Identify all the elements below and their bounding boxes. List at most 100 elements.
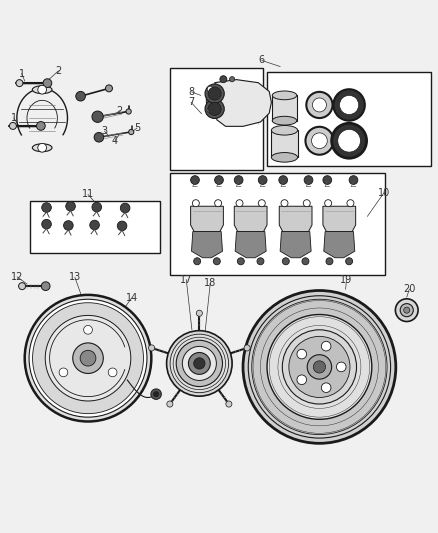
Circle shape bbox=[36, 122, 45, 130]
Text: 17: 17 bbox=[180, 274, 192, 285]
Bar bbox=[170, 173, 385, 275]
Bar bbox=[170, 68, 263, 171]
Text: 5: 5 bbox=[134, 123, 140, 133]
Circle shape bbox=[220, 76, 227, 83]
Circle shape bbox=[279, 176, 288, 184]
Circle shape bbox=[297, 349, 307, 359]
Circle shape bbox=[196, 310, 202, 316]
Circle shape bbox=[76, 92, 85, 101]
Circle shape bbox=[283, 330, 357, 404]
Circle shape bbox=[226, 401, 232, 407]
Circle shape bbox=[313, 361, 325, 373]
Circle shape bbox=[176, 340, 223, 386]
Polygon shape bbox=[191, 206, 223, 231]
Circle shape bbox=[257, 258, 264, 265]
Circle shape bbox=[208, 102, 221, 116]
Text: 2: 2 bbox=[55, 66, 61, 76]
Circle shape bbox=[237, 258, 244, 265]
Circle shape bbox=[205, 84, 224, 103]
Circle shape bbox=[347, 200, 354, 207]
Circle shape bbox=[117, 221, 127, 231]
Polygon shape bbox=[279, 206, 312, 231]
Circle shape bbox=[42, 203, 51, 212]
Circle shape bbox=[106, 85, 113, 92]
Circle shape bbox=[188, 352, 210, 374]
Text: 18: 18 bbox=[204, 278, 216, 288]
Circle shape bbox=[306, 92, 332, 118]
Circle shape bbox=[323, 176, 332, 184]
Polygon shape bbox=[235, 231, 266, 258]
Circle shape bbox=[148, 345, 155, 351]
Circle shape bbox=[129, 130, 134, 135]
Circle shape bbox=[346, 258, 353, 265]
Text: 20: 20 bbox=[403, 284, 416, 294]
Circle shape bbox=[194, 358, 205, 369]
Text: 13: 13 bbox=[69, 272, 81, 282]
Circle shape bbox=[333, 89, 365, 120]
Circle shape bbox=[170, 334, 229, 393]
Circle shape bbox=[92, 111, 103, 123]
Polygon shape bbox=[324, 231, 355, 258]
Ellipse shape bbox=[272, 152, 297, 162]
Text: 8: 8 bbox=[188, 87, 194, 97]
Circle shape bbox=[208, 87, 221, 100]
Circle shape bbox=[400, 304, 413, 317]
Polygon shape bbox=[191, 231, 223, 258]
Text: 12: 12 bbox=[11, 272, 24, 282]
Circle shape bbox=[244, 345, 250, 351]
Circle shape bbox=[311, 133, 327, 149]
Circle shape bbox=[312, 98, 326, 112]
Circle shape bbox=[32, 303, 144, 414]
Circle shape bbox=[94, 133, 104, 142]
Circle shape bbox=[151, 389, 161, 399]
Circle shape bbox=[45, 316, 131, 401]
Circle shape bbox=[267, 314, 372, 419]
Circle shape bbox=[166, 330, 232, 396]
Circle shape bbox=[120, 203, 130, 213]
Circle shape bbox=[326, 258, 333, 265]
Circle shape bbox=[230, 77, 235, 82]
Circle shape bbox=[283, 258, 289, 265]
Circle shape bbox=[153, 392, 159, 397]
Text: 2: 2 bbox=[117, 106, 123, 116]
Text: 14: 14 bbox=[126, 293, 138, 303]
Circle shape bbox=[59, 368, 68, 377]
Circle shape bbox=[252, 299, 387, 434]
Circle shape bbox=[338, 130, 360, 152]
Circle shape bbox=[16, 79, 23, 87]
Circle shape bbox=[297, 375, 307, 384]
Circle shape bbox=[396, 299, 418, 321]
Circle shape bbox=[207, 107, 213, 113]
Text: 11: 11 bbox=[82, 189, 94, 199]
Circle shape bbox=[234, 176, 243, 184]
Circle shape bbox=[248, 296, 391, 438]
Polygon shape bbox=[323, 206, 356, 231]
Circle shape bbox=[108, 368, 117, 377]
Circle shape bbox=[43, 79, 52, 87]
Circle shape bbox=[289, 336, 350, 398]
Bar bbox=[272, 95, 297, 120]
Circle shape bbox=[92, 203, 102, 212]
Circle shape bbox=[38, 85, 46, 94]
Circle shape bbox=[194, 258, 201, 265]
Circle shape bbox=[205, 99, 224, 118]
Circle shape bbox=[80, 350, 96, 366]
Circle shape bbox=[303, 200, 310, 207]
Circle shape bbox=[213, 258, 220, 265]
Circle shape bbox=[73, 343, 103, 374]
Text: 9: 9 bbox=[312, 95, 318, 104]
Text: 19: 19 bbox=[340, 274, 353, 285]
Text: 1: 1 bbox=[11, 113, 17, 123]
Circle shape bbox=[349, 176, 358, 184]
Text: 6: 6 bbox=[259, 55, 265, 66]
Text: 1: 1 bbox=[18, 69, 25, 78]
Circle shape bbox=[332, 123, 367, 158]
Circle shape bbox=[404, 307, 410, 313]
Circle shape bbox=[25, 295, 151, 422]
Circle shape bbox=[321, 383, 331, 392]
Ellipse shape bbox=[272, 125, 297, 135]
Text: 10: 10 bbox=[378, 188, 390, 198]
Bar bbox=[30, 201, 160, 253]
Circle shape bbox=[339, 95, 359, 115]
Ellipse shape bbox=[32, 86, 52, 94]
